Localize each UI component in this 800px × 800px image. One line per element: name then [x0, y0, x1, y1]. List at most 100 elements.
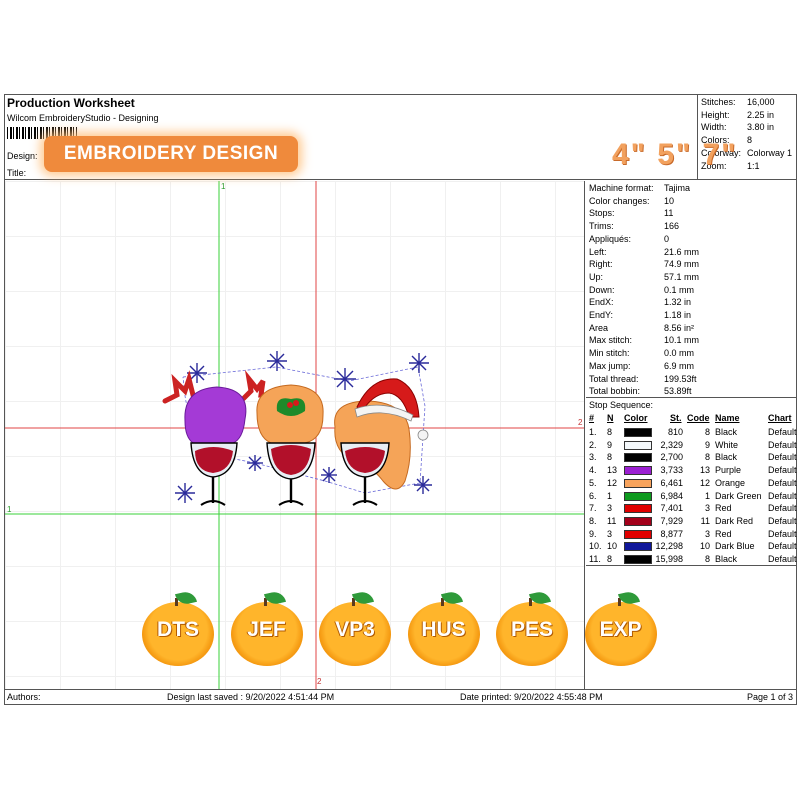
machine-info-row: EndX: 1.32 in	[589, 296, 794, 309]
stop-color-name: Dark Red	[715, 515, 754, 526]
stat-value: 16,000	[747, 97, 775, 107]
col-header-code: Code	[687, 413, 710, 423]
stop-code: 10	[699, 541, 710, 552]
format-label: JEF	[247, 618, 286, 641]
stop-stitches: 7,929	[660, 515, 683, 526]
col-header-name: Name	[715, 413, 740, 423]
machine-info-label: Trims:	[589, 221, 614, 232]
color-swatch	[624, 428, 652, 437]
format-label: PES	[510, 618, 554, 641]
stat-label: Colors:	[701, 135, 730, 146]
format-badge-dts: DTS	[142, 590, 214, 666]
color-swatch	[624, 529, 652, 539]
machine-info-row: Area 8.56 in²	[589, 322, 794, 335]
machine-info-value: 74.9 mm	[664, 259, 700, 270]
production-worksheet: Production Worksheet Wilcom EmbroiderySt…	[4, 94, 797, 705]
stop-chart: Default	[768, 439, 797, 450]
design-artwork: 1 1 2 2	[5, 181, 584, 689]
machine-info-row: Machine format: Tajima	[589, 182, 794, 195]
stop-num: 9.	[589, 528, 597, 539]
stat-label: Height:	[701, 109, 730, 120]
format-label: EXP	[599, 618, 642, 641]
date-printed: Date printed: 9/20/2022 4:55:48 PM	[460, 692, 603, 702]
machine-info-value: 199.53ft	[664, 373, 697, 384]
stat-value: 8	[747, 135, 753, 146]
machine-info-label: Total bobbin:	[589, 386, 641, 397]
santa-hat-wine-glass	[334, 378, 429, 506]
machine-info-row: Right: 74.9 mm	[589, 258, 794, 271]
machine-info-label: Machine format:	[589, 183, 654, 193]
stop-needle: 13	[607, 465, 618, 476]
col-header-n: N	[607, 413, 614, 423]
stop-chart: Default	[768, 477, 797, 488]
machine-info-value: 53.89ft	[664, 386, 692, 397]
col-header-color: Color	[624, 413, 648, 423]
machine-info-label: Right:	[589, 259, 613, 270]
stop-num: 2.	[589, 439, 597, 450]
stem-icon	[352, 598, 355, 606]
guide-marker-top: 1	[221, 182, 226, 191]
hoop-sizes: 4" 5" 7"	[612, 138, 738, 171]
stop-sequence-row: 11. 8 15,998 8 Black Default	[586, 553, 797, 566]
stem-icon	[529, 598, 532, 606]
stop-color-name: Red	[715, 503, 732, 514]
stop-chart: Default	[768, 528, 797, 539]
stop-color-name: White	[715, 439, 739, 450]
color-swatch	[624, 453, 652, 463]
machine-info-value: 8.56 in²	[664, 322, 695, 333]
machine-info-row: Trims: 166	[589, 220, 794, 233]
machine-info-row: Total thread: 199.53ft	[589, 373, 794, 386]
stop-sequence-row: 1. 8 810 8 Black Default	[586, 426, 797, 439]
guide-marker-left: 1	[7, 505, 12, 514]
guide-marker-right: 2	[578, 418, 583, 427]
stat-value: 3.80 in	[747, 122, 775, 133]
design-label: Design:	[7, 151, 38, 161]
stop-color-name: Black	[715, 554, 738, 564]
stop-stitches: 810	[667, 427, 683, 437]
machine-info-label: Up:	[589, 271, 604, 282]
machine-info-row: Down: 0.1 mm	[589, 284, 794, 297]
machine-info-value: 10	[664, 195, 675, 206]
stop-sequence-row: 6. 1 6,984 1 Dark Green Default	[586, 490, 797, 503]
color-swatch	[624, 440, 652, 450]
snowflake-icon	[175, 351, 432, 503]
orange-icon	[407, 602, 480, 666]
stop-stitches: 8,877	[660, 528, 683, 539]
stop-sequence-row: 5. 12 6,461 12 Orange Default	[586, 477, 797, 490]
stop-needle: 8	[607, 452, 613, 463]
format-label: DTS	[157, 618, 199, 641]
stop-needle: 9	[607, 439, 613, 450]
stop-chart: Default	[768, 490, 797, 501]
stem-icon	[175, 598, 178, 606]
stop-chart: Default	[768, 541, 797, 552]
color-swatch	[624, 516, 652, 526]
stop-needle: 8	[607, 427, 613, 437]
stop-color-name: Red	[715, 528, 732, 539]
app-name: Wilcom EmbroideryStudio - Designing	[7, 113, 159, 123]
machine-info-label: Area	[589, 322, 609, 333]
machine-info-value: Tajima	[664, 183, 691, 193]
stop-num: 11.	[589, 554, 601, 564]
machine-info-label: Total thread:	[589, 373, 639, 384]
machine-info-value: 0	[664, 233, 670, 244]
stop-color-name: Dark Blue	[715, 541, 755, 552]
stop-needle: 3	[607, 503, 613, 514]
format-label: VP3	[335, 618, 375, 641]
machine-info-label: Max jump:	[589, 360, 631, 371]
stop-sequence-row: 3. 8 2,700 8 Black Default	[586, 451, 797, 464]
machine-info-row: Appliqués: 0	[589, 233, 794, 246]
stop-color-name: Orange	[715, 477, 746, 488]
stop-needle: 3	[607, 528, 613, 539]
machine-info-value: 10.1 mm	[664, 335, 700, 346]
stop-needle: 11	[607, 515, 617, 526]
stop-sequence-row: 2. 9 2,329 9 White Default	[586, 439, 797, 452]
title-label: Title:	[7, 168, 27, 178]
design-preview: 1 1 2 2	[5, 181, 585, 689]
stat-label: Stitches:	[701, 97, 736, 107]
stop-code: 1	[704, 490, 710, 501]
color-swatch	[624, 555, 652, 564]
stop-code: 3	[704, 503, 710, 514]
machine-info-label: EndX:	[589, 297, 614, 308]
stop-sequence-row: 4. 13 3,733 13 Purple Default	[586, 464, 797, 477]
stem-icon	[263, 598, 267, 606]
